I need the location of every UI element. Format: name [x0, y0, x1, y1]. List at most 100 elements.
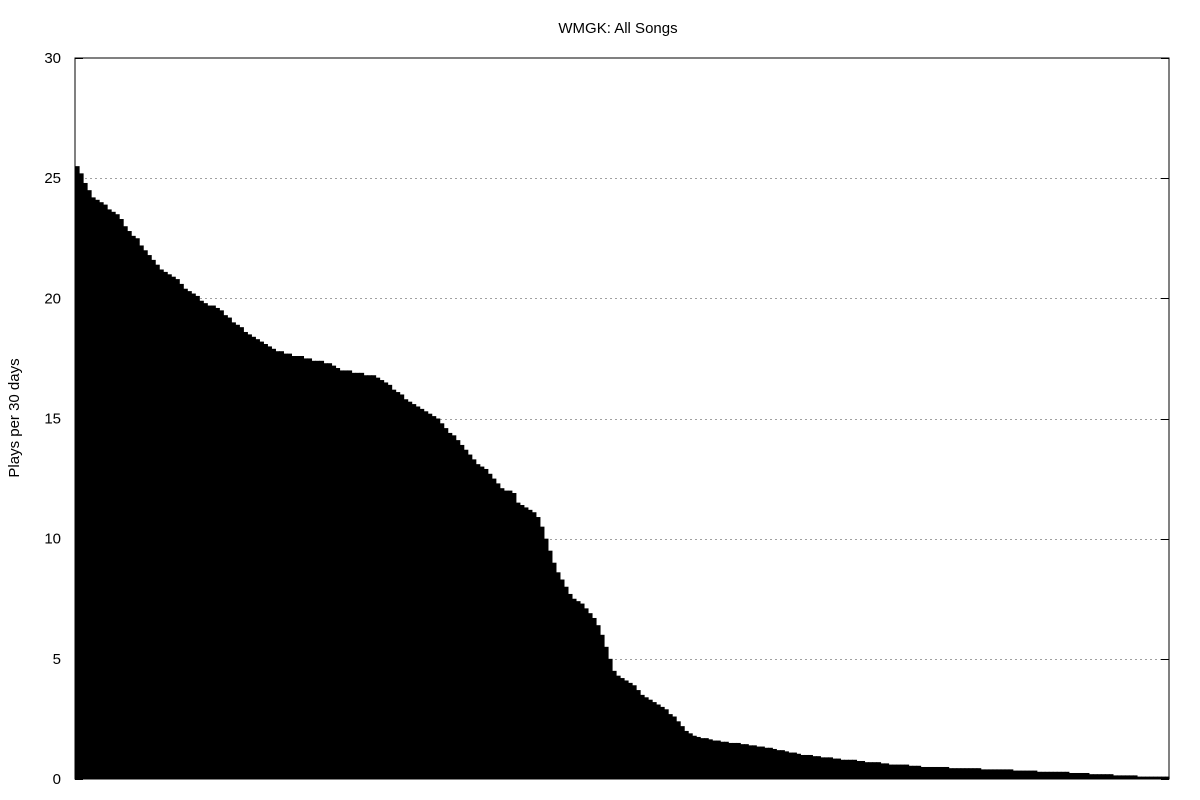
bar [543, 538, 549, 779]
y-tick-label: 20 [44, 290, 61, 307]
bar [748, 745, 753, 779]
bar [788, 752, 793, 779]
bar [271, 348, 276, 779]
bar [119, 219, 124, 779]
bar [391, 389, 397, 779]
bar [816, 756, 821, 779]
bar [1068, 772, 1074, 779]
bar [664, 709, 669, 779]
bar [660, 706, 665, 779]
bar [415, 406, 421, 779]
bar [187, 291, 192, 779]
bar [1084, 772, 1090, 779]
bar [387, 384, 393, 779]
bar [507, 490, 513, 779]
bar [567, 593, 573, 779]
bar [696, 736, 701, 779]
bar [563, 586, 569, 779]
bar [940, 766, 946, 779]
bar [491, 478, 497, 779]
bar [583, 608, 589, 779]
bar [103, 204, 108, 780]
bar [239, 327, 244, 779]
bar [431, 416, 437, 779]
bar [928, 766, 934, 779]
bar [95, 199, 100, 780]
bar [447, 432, 453, 779]
bar [539, 526, 545, 779]
bar [547, 550, 553, 779]
bar [980, 769, 986, 779]
bar [123, 226, 128, 780]
bar [515, 502, 521, 779]
bar [379, 380, 385, 779]
bar [864, 762, 870, 779]
bar [211, 305, 216, 779]
bar [315, 360, 321, 779]
bar [872, 762, 878, 779]
bar [956, 768, 962, 779]
bar [1124, 775, 1130, 779]
bar [824, 757, 829, 779]
bar [1088, 774, 1094, 779]
bar [880, 763, 886, 779]
bar [367, 375, 373, 779]
bar [688, 733, 693, 779]
bar [1104, 774, 1110, 779]
bar [768, 747, 773, 779]
bar [716, 740, 721, 779]
bar [656, 704, 661, 779]
bar [351, 372, 357, 779]
bar [724, 741, 729, 779]
bar [648, 699, 653, 779]
bar [343, 370, 349, 779]
bar [395, 392, 401, 779]
bar [355, 372, 361, 779]
bar [555, 572, 561, 779]
bar [603, 646, 609, 779]
bar [1032, 770, 1038, 779]
bar [668, 714, 673, 779]
bar [628, 682, 633, 779]
bar [331, 365, 337, 779]
bar [684, 730, 689, 779]
bar [335, 368, 341, 779]
bar [363, 375, 369, 779]
bar [551, 562, 557, 779]
bar [1120, 775, 1126, 779]
bar [175, 279, 180, 779]
bar [1056, 771, 1062, 779]
bar [575, 601, 581, 779]
bar [423, 411, 429, 779]
bar [948, 768, 954, 779]
bar [984, 769, 990, 779]
bar [471, 459, 477, 779]
y-tick-label: 0 [53, 771, 61, 788]
bar [896, 764, 902, 779]
bar [708, 739, 713, 779]
bar [1092, 774, 1098, 779]
y-tick-label: 10 [44, 531, 61, 548]
bar [1136, 776, 1142, 779]
bar [291, 356, 297, 779]
bar [91, 197, 96, 779]
bar [295, 356, 301, 779]
bar [1152, 776, 1158, 779]
bar [680, 726, 685, 779]
bar [1048, 771, 1054, 779]
bar [744, 744, 749, 779]
bar [1060, 771, 1066, 779]
bar [451, 435, 457, 779]
bar [115, 214, 120, 780]
bar [1044, 771, 1050, 779]
bar [303, 358, 309, 779]
bar [712, 740, 717, 779]
bar [1112, 775, 1118, 779]
bar [876, 762, 882, 779]
bar [151, 259, 156, 779]
bar [924, 766, 930, 779]
bar [820, 757, 825, 779]
bar [912, 765, 918, 779]
bar [856, 760, 862, 779]
bar [932, 766, 938, 779]
